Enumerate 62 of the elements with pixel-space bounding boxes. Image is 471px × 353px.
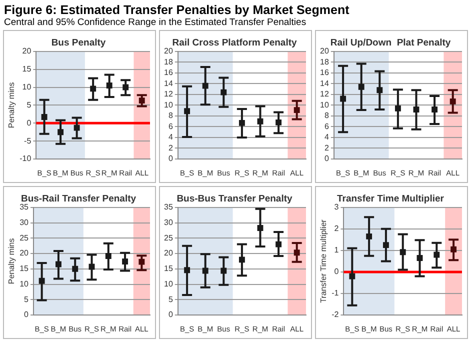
y-tick-label: 0 [24,310,30,320]
chart-title: Bus-Bus Transfer Penalty [176,193,294,204]
y-tick-label: 12 [320,90,330,99]
y-tick-label: 14 [320,78,330,88]
y-tick-label: 8 [168,111,174,120]
y-tick-label: 1 [334,246,340,255]
chart-title: Bus Penalty [51,37,106,48]
y-tick-label: 3 [334,202,340,212]
y-tick-label: 10 [320,100,330,110]
y-axis-title: Penalty mins [7,238,16,284]
y-tick-label: -1 [332,288,340,298]
y-tick-label: 20 [164,248,174,258]
y-tick-label: 15 [20,264,30,274]
y-tick-label: 10 [20,279,30,288]
y-tick-label: 0 [324,154,330,164]
y-tick-label: 30 [20,218,30,227]
y-tick-label: 0 [168,310,174,320]
y-tick-label: 2 [324,143,330,152]
text: Central and 95% Confidence Range in the Estimated Transfer Penalties [3,17,308,30]
y-tick-label: 4 [168,132,174,142]
y-tick-label: 20 [20,248,30,258]
chart-title: Rail Up/Down Plat Penalty [330,37,452,48]
y-tick-label: 12 [164,90,174,99]
y-tick-label: 5 [168,294,174,304]
y-tick-label: 2 [168,143,174,152]
chart-title: Bus-Rail Transfer Penalty [20,193,137,204]
y-tick-label: 15 [164,264,174,274]
y-axis-title: Transfer Time multiplier [319,219,328,303]
y-tick-label: -2 [332,310,340,320]
y-tick-label: 4 [324,132,330,142]
y-tick-label: 10 [22,82,32,92]
y-tick-label: 20 [164,46,174,56]
y-tick-label: 5 [24,294,30,304]
chart-title: Transfer Time Multiplier [337,193,444,204]
y-tick-label: 30 [164,218,174,227]
chart-title: Rail Cross Platform Penalty [172,37,298,48]
y-tick-label: 0 [168,154,174,164]
y-tick-label: -5 [24,136,32,146]
y-tick-label: 5 [26,100,32,110]
y-tick-label: 6 [168,122,174,131]
y-tick-label: 0 [334,267,340,276]
y-tick-label: 10 [164,100,174,110]
y-tick-label: 6 [324,122,330,131]
y-axis-title: Penalty mins [7,82,16,128]
y-tick-label: 16 [320,68,330,78]
y-tick-label: 15 [22,64,32,74]
y-tick-label: 20 [22,46,32,56]
y-tick-label: 18 [320,57,330,66]
y-tick-label: 10 [164,279,174,288]
y-tick-label: 18 [164,57,174,66]
y-tick-label: 35 [20,202,30,212]
y-tick-label: 20 [320,46,330,56]
y-tick-label: 16 [164,68,174,78]
text: Figure 6: Estimated Transfer Penalties by Market Segment [3,2,350,17]
y-tick-label: 35 [164,202,174,212]
y-tick-label: 25 [164,233,174,242]
y-tick-label: 25 [20,233,30,242]
y-tick-label: -10 [20,154,32,164]
y-tick-label: 14 [164,78,174,88]
y-tick-label: 8 [324,111,330,120]
y-tick-label: 2 [334,224,340,234]
y-tick-label: 0 [26,118,32,128]
